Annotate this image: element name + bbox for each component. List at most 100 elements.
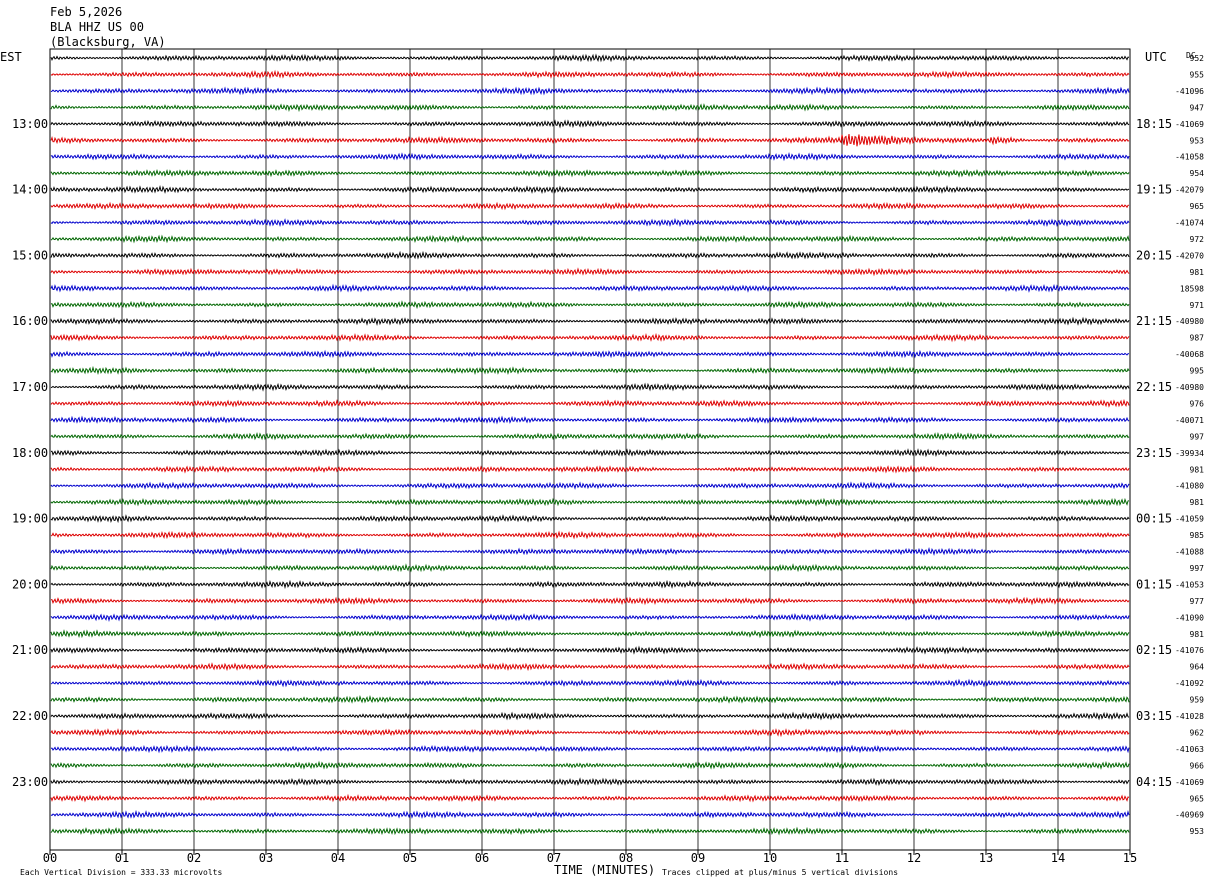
est-hour-labels: 13:00 14:00 15:00 16:00 17:00 18:00 19:00 20:00… — [12, 117, 48, 789]
seismogram-trace — [50, 152, 1130, 162]
dc-offset-label: -40071 — [1175, 416, 1204, 425]
est-hour-label: 19:00 — [12, 512, 48, 526]
seismogram-trace — [50, 448, 1130, 458]
x-tick-label: 11 — [835, 851, 849, 865]
x-axis-title: TIME (MINUTES) — [554, 863, 655, 877]
x-tick-label: 05 — [403, 851, 417, 865]
seismogram-trace — [50, 579, 1130, 590]
est-hour-label: 23:00 — [12, 775, 48, 789]
seismogram-trace — [50, 168, 1130, 178]
dc-offset-label: 954 — [1190, 169, 1205, 178]
seismogram-trace — [50, 711, 1130, 721]
x-tick-label: 14 — [1051, 851, 1065, 865]
x-tick-label: 01 — [115, 851, 129, 865]
seismogram-trace — [50, 103, 1130, 113]
x-tick-label: 02 — [187, 851, 201, 865]
seismogram-trace — [50, 53, 1130, 63]
seismogram-trace — [50, 514, 1130, 524]
utc-hour-labels: 18:15 19:15 20:15 21:15 22:15 23:15 00:15 01:15… — [1136, 117, 1172, 789]
dc-offset-label: 997 — [1190, 432, 1205, 441]
dc-offset-label: 987 — [1190, 334, 1205, 343]
seismogram-trace — [50, 217, 1130, 228]
dc-offset-label: -41074 — [1175, 219, 1204, 228]
x-tick-label: 13 — [979, 851, 993, 865]
seismogram-trace — [50, 86, 1130, 96]
x-tick-label: 15 — [1123, 851, 1137, 865]
seismogram-trace — [50, 69, 1130, 79]
est-zone-label: EST — [0, 50, 22, 64]
scale-note: Each Vertical Division = 333.33 microvol… — [20, 868, 222, 877]
seismogram-trace — [50, 134, 1130, 147]
dc-offset-label: 997 — [1190, 564, 1205, 573]
dc-offset-label: -41059 — [1175, 515, 1204, 524]
dc-offset-label: 964 — [1190, 663, 1205, 672]
dc-offset-label: 985 — [1190, 531, 1205, 540]
est-hour-label: 13:00 — [12, 117, 48, 131]
est-hour-label: 21:00 — [12, 643, 48, 657]
seismogram-trace — [50, 629, 1130, 639]
dc-offset-label: 953 — [1190, 136, 1205, 145]
dc-offset-label: -41058 — [1175, 153, 1204, 162]
seismogram-trace — [50, 250, 1130, 260]
seismogram-trace — [50, 662, 1130, 672]
x-tick-label: 07 — [547, 851, 561, 865]
seismogram-trace — [50, 415, 1130, 425]
seismogram-trace — [50, 119, 1130, 129]
seismogram-traces — [50, 53, 1130, 836]
utc-zone-label: UTC — [1145, 50, 1167, 64]
seismogram-trace — [50, 793, 1130, 803]
dc-offset-label: -41076 — [1175, 646, 1204, 655]
x-tick-label: 04 — [331, 851, 345, 865]
utc-hour-label: 22:15 — [1136, 380, 1172, 394]
dc-offset-label: 981 — [1190, 630, 1205, 639]
dc-offset-label: -42070 — [1175, 251, 1204, 260]
seismogram-trace — [50, 826, 1130, 836]
seismogram-trace — [50, 365, 1130, 376]
dc-offset-label: 955 — [1190, 70, 1205, 79]
dc-offset-label: 962 — [1190, 728, 1205, 737]
dc-offset-label: -40969 — [1175, 811, 1204, 820]
x-tick-label: 00 — [43, 851, 57, 865]
x-tick-label: 10 — [763, 851, 777, 865]
utc-hour-label: 19:15 — [1136, 183, 1172, 197]
dc-offset-label: 981 — [1190, 498, 1205, 507]
dc-offset-label: 971 — [1190, 301, 1205, 310]
est-hour-label: 20:00 — [12, 577, 48, 591]
dc-offset-label: -41053 — [1175, 580, 1204, 589]
dc-offset-label: 953 — [1190, 827, 1205, 836]
dc-offset-label: -40068 — [1175, 350, 1204, 359]
dc-offset-label: 18598 — [1180, 284, 1204, 293]
est-hour-label: 17:00 — [12, 380, 48, 394]
dc-offset-label: -41063 — [1175, 745, 1204, 754]
utc-hour-label: 23:15 — [1136, 446, 1172, 460]
est-hour-label: 22:00 — [12, 709, 48, 723]
dc-offset-label: 952 — [1190, 54, 1205, 63]
dc-offset-label: 965 — [1190, 794, 1205, 803]
dc-offset-label: -41080 — [1175, 482, 1204, 491]
seismogram-trace — [50, 481, 1130, 490]
x-tick-label: 06 — [475, 851, 489, 865]
utc-hour-label: 02:15 — [1136, 643, 1172, 657]
utc-hour-label: 18:15 — [1136, 117, 1172, 131]
dc-column-header: DC — [1186, 51, 1196, 60]
x-tick-label: 12 — [907, 851, 921, 865]
est-hour-label: 14:00 — [12, 183, 48, 197]
dc-offset-label: -40980 — [1175, 383, 1204, 392]
x-tick-label: 08 — [619, 851, 633, 865]
seismogram-trace — [50, 728, 1130, 738]
seismogram-trace — [50, 497, 1130, 507]
location-label: (Blacksburg, VA) — [50, 35, 166, 49]
utc-hour-label: 04:15 — [1136, 775, 1172, 789]
dc-offset-label: 995 — [1190, 367, 1205, 376]
seismogram-trace — [50, 234, 1130, 244]
seismogram-trace — [50, 678, 1130, 688]
utc-hour-label: 20:15 — [1136, 248, 1172, 262]
seismogram-trace — [50, 349, 1130, 359]
dc-offset-label: -39934 — [1175, 449, 1204, 458]
est-hour-label: 16:00 — [12, 314, 48, 328]
minute-gridlines — [49, 48, 1131, 851]
x-axis-ticks: 00 01 02 03 04 05 06 07 08 09 10 11 12 13 14 15 — [43, 850, 1137, 865]
dc-offset-labels: 952 955 -41096 947 -41069 953 -41058 954 -42079 9… — [1175, 54, 1204, 836]
x-tick-label: 03 — [259, 851, 273, 865]
dc-offset-label: 981 — [1190, 268, 1205, 277]
